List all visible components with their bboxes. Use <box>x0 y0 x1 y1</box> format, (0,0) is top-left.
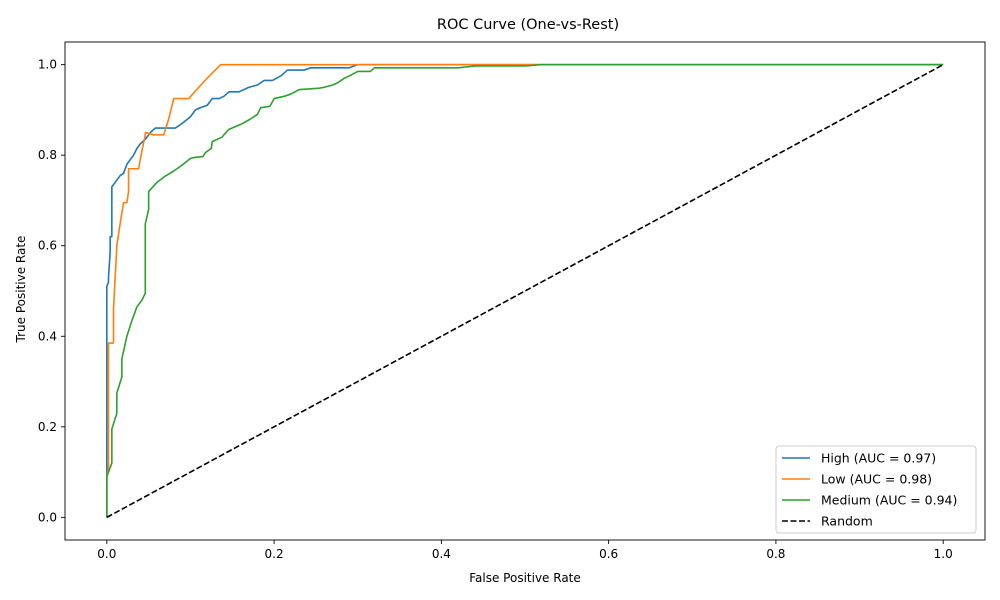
series-line-4 <box>106 63 944 519</box>
series-line-3 <box>106 63 944 518</box>
y-tick-label: 0.0 <box>38 510 57 524</box>
y-tick-label: 0.6 <box>38 239 57 253</box>
plot-frame <box>64 41 986 541</box>
legend-entry: Medium (AUC = 0.94) <box>821 493 957 508</box>
legend: High (AUC = 0.97) Low (AUC = 0.98) Medium … <box>775 445 977 534</box>
axis-ticks: 0.0 0.2 0.4 0.6 0.8 1.0 0.0 0.2 0.4 0.6 0.8 1.0 <box>38 58 953 561</box>
chart-title: ROC Curve (One-vs-Rest) <box>437 17 619 33</box>
legend-entry: Low (AUC = 0.98) <box>821 472 932 487</box>
x-tick-label: 0.8 <box>766 547 785 561</box>
y-axis-label: True Positive Rate <box>14 236 28 344</box>
legend-box <box>775 445 977 534</box>
y-tick-label: 0.8 <box>38 148 57 162</box>
y-tick-label: 0.2 <box>38 420 57 434</box>
y-tick-label: 0.4 <box>38 329 57 343</box>
legend-entry: High (AUC = 0.97) <box>821 451 936 466</box>
plot-area <box>64 41 986 541</box>
series-line-2 <box>106 63 944 518</box>
series-line-1 <box>106 63 944 518</box>
legend-entry: Random <box>821 514 873 529</box>
x-tick-label: 0.6 <box>599 547 618 561</box>
x-tick-label: 0.0 <box>97 547 116 561</box>
y-tick-label: 1.0 <box>38 58 57 72</box>
x-tick-label: 0.2 <box>265 547 284 561</box>
x-tick-label: 1.0 <box>934 547 953 561</box>
x-tick-label: 0.4 <box>432 547 451 561</box>
x-axis-label: False Positive Rate <box>469 571 581 585</box>
